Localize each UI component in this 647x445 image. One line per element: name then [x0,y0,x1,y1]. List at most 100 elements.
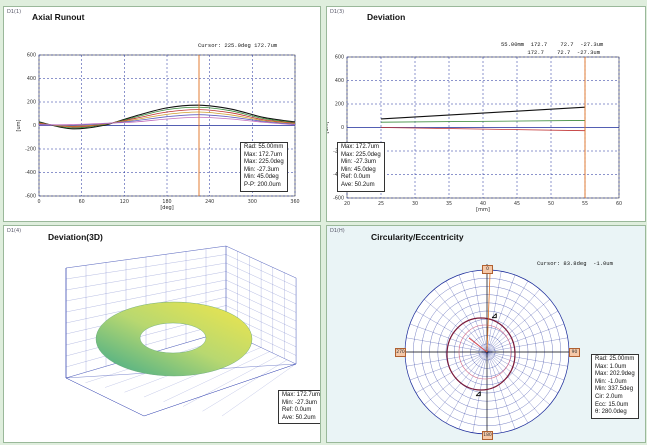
panel-id: D1(3) [330,9,345,15]
series-line [380,106,586,120]
polar-spoke [415,310,488,353]
polar-spoke [486,271,502,353]
stats-box: Max: 172.7um Max: 225.0deg Min: -27.3um … [337,142,385,192]
y-axis-label: [um] [327,121,330,133]
polar-spoke [472,271,488,353]
angle-marker-270: 270 [395,348,406,357]
series-line [38,109,296,128]
reference-circle [458,324,512,380]
x-axis-label: [deg] [160,205,173,211]
stat-line: Max: 202.9deg [595,371,635,378]
x-tick-label: 35 [446,201,452,207]
polar-spoke [434,289,488,353]
angle-marker-180: 180 [482,431,493,440]
stats-box: Rad: 55.00mm Max: 172.7um Max: 225.0deg … [240,142,288,192]
series-line [38,104,296,130]
y-tick-label: -600 [25,194,36,200]
x-tick-label: 300 [248,199,257,205]
series-line [38,114,296,126]
x-tick-label: 60 [616,201,622,207]
polar-traces: ⊿ ⊿ [446,273,516,398]
y-tick-label: 400 [27,76,36,82]
polar-spoke [486,274,516,353]
polar-spoke [486,351,550,405]
stat-line: Min: 45.0deg [341,166,376,173]
polar-spoke [486,351,540,415]
cursor-readout-line2: 172.7 72.7 -27.3um [501,49,601,56]
angle-marker-90: 90 [569,348,580,357]
circularity-panel[interactable]: D1(H) Circularity/Eccentricity Cursor: 8… [326,225,646,443]
y-tick-label: -400 [25,170,36,176]
stat-line: Ave: 50.2um [282,414,316,421]
stat-line: Min: 45.0deg [244,174,279,181]
series-line [38,116,296,126]
y-tick-label: 600 [335,55,344,61]
polar-spoke [458,274,488,353]
stat-line: Min: -27.3um [282,399,318,406]
3d-grid-line [163,351,270,402]
series-line [380,127,586,132]
panel-title: Deviation [367,12,406,22]
x-tick-label: 30 [412,201,418,207]
3d-grid-line [65,271,227,302]
stat-line: θ: 280.0deg [595,409,627,416]
deviation-3d-panel[interactable]: D1(4) Deviation(3D) [3,225,321,443]
polar-spoke [486,323,565,353]
x-tick-label: 240 [205,199,214,205]
y-tick-label: 600 [27,53,36,59]
stat-line: Min: 337.5deg [595,386,634,393]
y-tick-label: 200 [27,100,36,106]
polar-spoke [409,323,488,353]
polar-spoke [486,351,565,381]
y-tick-label: -600 [333,196,344,202]
stat-line: Rad: 55.00mm [244,144,284,150]
series-line [38,111,296,127]
polar-spoke [445,351,488,424]
y-tick-label: -200 [25,147,36,153]
polar-spoke [486,351,559,394]
polar-spoke [406,337,488,353]
panel-id: D1(1) [7,9,22,15]
polar-spoke [486,351,516,430]
x-tick-label: 360 [290,199,299,205]
polar-spoke [486,351,502,433]
deviation-3d-chart[interactable] [4,226,320,442]
stat-line: Max: 225.0deg [341,151,381,158]
polar-spoke [486,289,540,353]
stat-line: Min: -27.3um [244,166,280,173]
3d-grid-line [221,363,297,417]
x-tick-label: 50 [548,201,554,207]
deviation-panel[interactable]: D1(3) Deviation 55.00mm 172.7 72.7 -27.3… [326,6,646,222]
polar-spoke [486,351,568,367]
x-tick-label: 45 [514,201,520,207]
y-axis-label: [um] [16,119,22,131]
x-tick-label: 0 [37,199,40,205]
stat-line: Max: 172.7um [282,392,321,398]
stat-line: Rad: 25.00mm [595,356,635,362]
3d-grid-line [65,262,227,291]
deviation-ring-surface [95,301,253,377]
panel-id: D1(H) [330,228,345,234]
polar-spoke [424,299,488,353]
axial-runout-panel[interactable]: D1(1) Axial Runout Cursor: 225.0deg 172.… [3,6,321,222]
polar-spoke [486,310,559,353]
stat-line: Max: 172.7um [341,144,380,150]
stats-box: Max: 172.7um Min: -27.3um Ref: 0.0um Ave… [278,390,321,425]
stats-box: Rad: 25.00mm Max: 1.0um Max: 202.9deg Mi… [591,354,639,419]
y-tick-label: 0 [341,125,344,131]
eccentricity-line [468,337,488,353]
cursor-readout-line1: 55.00mm 172.7 72.7 -27.3um [501,41,604,48]
y-tick-label: 400 [335,78,344,84]
stat-line: P-P: 200.0um [244,181,281,188]
polar-spoke [472,351,488,433]
deviation-chart[interactable]: 6004002000-200-400-600202530354045505560… [327,7,645,221]
3d-grid-line [182,355,279,407]
series-line [38,106,296,129]
stat-line: Cir: 2.0um [595,393,623,400]
panel-title: Axial Runout [32,12,85,22]
cursor-readout: Cursor: 83.8deg -1.0um [537,260,613,267]
stat-line: Ave: 50.2um [341,181,375,188]
3d-grid-line [65,322,227,368]
max-marker: ⊿ [491,311,498,320]
